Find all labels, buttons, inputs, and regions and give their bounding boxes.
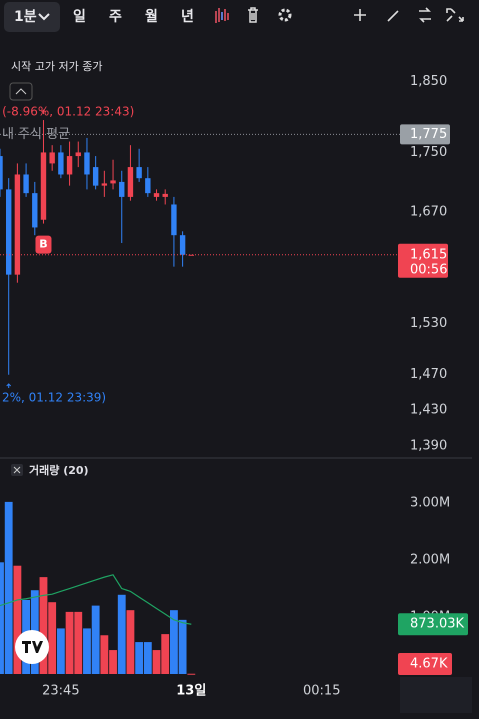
volume-bar bbox=[65, 611, 74, 674]
candle-body bbox=[0, 156, 3, 190]
candle-body bbox=[145, 178, 151, 194]
volume-bar bbox=[100, 635, 109, 674]
corner-box bbox=[400, 677, 472, 713]
y-tick-label: 1,530 bbox=[410, 316, 447, 331]
y-tick-label: 1,750 bbox=[410, 145, 447, 160]
candle-body bbox=[188, 254, 194, 256]
y-tick-label: 1,390 bbox=[410, 439, 447, 454]
avg-price-name: 내 주식 평균 bbox=[2, 127, 70, 142]
volume-bar bbox=[126, 610, 135, 674]
current-price-box bbox=[398, 243, 448, 278]
candle-body bbox=[119, 181, 125, 197]
candle-body bbox=[49, 152, 55, 164]
volume-bar bbox=[13, 565, 22, 674]
candle-body bbox=[75, 152, 81, 157]
period[interactable]: 월 bbox=[145, 8, 158, 25]
x-tick-label: 23:45 bbox=[42, 684, 79, 699]
interval[interactable]: 1분 bbox=[14, 9, 37, 25]
candle-body bbox=[136, 167, 142, 179]
volume-box bbox=[398, 653, 452, 675]
buy-marker bbox=[35, 235, 52, 254]
period[interactable]: 년 bbox=[181, 9, 194, 25]
y-tick-label: 1,670 bbox=[410, 205, 447, 220]
candle-body bbox=[162, 193, 168, 197]
candle-body bbox=[32, 193, 38, 228]
collapse-icon bbox=[15, 88, 27, 95]
volume-bar bbox=[56, 628, 65, 674]
y-tick-label: 1,850 bbox=[410, 74, 447, 89]
period[interactable]: 일 bbox=[73, 9, 86, 25]
swap-icon[interactable] bbox=[419, 7, 431, 23]
candle-body bbox=[101, 183, 108, 186]
volume-bar bbox=[91, 605, 100, 674]
close-icon bbox=[13, 466, 21, 474]
candle-body bbox=[110, 180, 116, 184]
volume-bar bbox=[109, 650, 117, 674]
y-tick-label: 1,430 bbox=[410, 402, 447, 417]
low-note: 2%, 01.12 23:39) bbox=[2, 391, 106, 405]
volume-ma-line bbox=[0, 574, 192, 625]
indicator-icon[interactable] bbox=[215, 8, 229, 23]
ohlc-legend: 시작 고가 저가 종가 bbox=[11, 60, 102, 73]
volume-bar bbox=[178, 619, 187, 674]
candle-body bbox=[171, 204, 177, 236]
volume-bar bbox=[187, 673, 196, 675]
volume-bar bbox=[74, 611, 83, 674]
line-tool-icon[interactable] bbox=[387, 10, 399, 22]
candle-body bbox=[23, 174, 29, 194]
candle-body bbox=[40, 152, 47, 220]
x-tick-label: 13일 bbox=[176, 684, 206, 699]
candle-body bbox=[14, 174, 21, 275]
volume-tick-label: 2.00M bbox=[410, 553, 450, 568]
candle-body bbox=[66, 156, 73, 175]
high-note: ! (-8.96%, 01.12 23:43) bbox=[0, 105, 134, 119]
volume-tick-label: 3.00M bbox=[410, 496, 450, 511]
volume-title: 거래량 (20) bbox=[29, 463, 89, 477]
volume-bar bbox=[83, 628, 91, 674]
candle-body bbox=[153, 193, 160, 197]
ma-box bbox=[398, 613, 468, 636]
volume-bar bbox=[143, 642, 152, 674]
volume-bar bbox=[161, 634, 170, 674]
countdown: 00:56 bbox=[410, 262, 447, 277]
ma-label: 873.03K bbox=[410, 617, 464, 632]
settings-icon[interactable] bbox=[278, 8, 292, 22]
trash-icon[interactable] bbox=[248, 7, 258, 23]
collapse-button[interactable] bbox=[9, 82, 33, 101]
high-arrow bbox=[41, 109, 46, 115]
current-price-label: 1,615 bbox=[410, 247, 447, 262]
low-arrow bbox=[6, 383, 12, 388]
candle-body bbox=[179, 235, 186, 255]
tv-logo[interactable] bbox=[15, 630, 49, 664]
buy-marker-text: B bbox=[39, 238, 47, 251]
volume-bar bbox=[117, 594, 126, 674]
volume-bar bbox=[170, 610, 178, 674]
chevron bbox=[38, 13, 50, 21]
candle-body bbox=[127, 167, 134, 197]
candle-body bbox=[58, 152, 64, 175]
interval-button[interactable] bbox=[4, 2, 60, 32]
volume-bar bbox=[152, 650, 161, 674]
candle-body bbox=[84, 152, 90, 175]
volume-bar bbox=[48, 602, 57, 674]
volume-bar bbox=[135, 642, 144, 674]
avg-price-box bbox=[400, 124, 450, 145]
period[interactable]: 주 bbox=[109, 9, 122, 25]
x-tick-label: 00:15 bbox=[303, 684, 340, 699]
candle-body bbox=[92, 167, 99, 186]
y-tick-label: 1,470 bbox=[410, 367, 447, 382]
candle-body bbox=[6, 189, 12, 275]
avg-price-label: 1,775 bbox=[410, 127, 447, 142]
volume-bar bbox=[0, 562, 4, 674]
volume-bar bbox=[39, 577, 48, 674]
fullscreen-icon[interactable] bbox=[446, 8, 464, 22]
volume-bar bbox=[4, 501, 13, 674]
add-icon[interactable] bbox=[354, 9, 366, 21]
volume-label: 4.67K bbox=[410, 657, 448, 672]
toolbar: 1분 일 주 월 년 bbox=[4, 2, 464, 32]
